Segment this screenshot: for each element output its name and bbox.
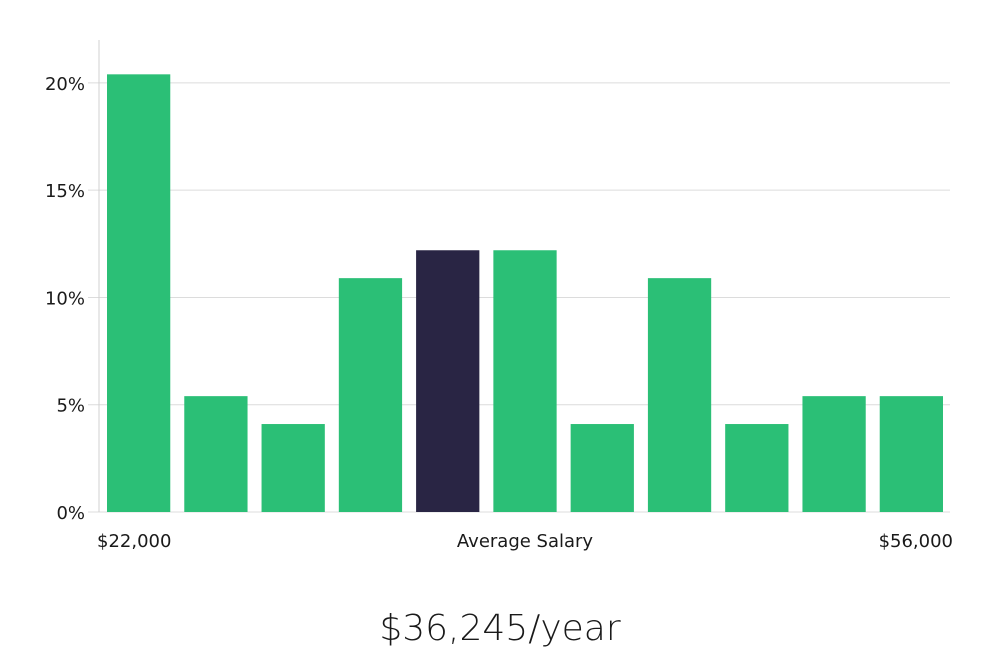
y-tick-label: 15%	[45, 181, 85, 202]
x-max-label: $56,000	[879, 531, 953, 552]
salary-histogram: 0% 5% 10% 15% 20% $22,000 Average Salary $56…	[45, 40, 953, 552]
bar	[802, 396, 866, 512]
y-tick-label: 5%	[56, 396, 85, 417]
bar	[647, 278, 712, 512]
y-tick-label: 20%	[45, 74, 85, 95]
bar	[493, 250, 557, 512]
bar	[879, 396, 943, 512]
bar	[338, 278, 403, 512]
bar	[261, 424, 325, 512]
bars-layer	[107, 74, 943, 512]
bar	[570, 424, 634, 512]
y-tick-label: 10%	[45, 288, 85, 309]
bar	[184, 396, 248, 512]
x-min-label: $22,000	[97, 531, 171, 552]
y-tick-label: 0%	[56, 503, 85, 524]
x-center-label: Average Salary	[457, 531, 594, 552]
bar	[107, 74, 171, 512]
average-salary-value: $36,245/year	[379, 608, 621, 649]
bar	[725, 424, 789, 512]
bar-average-highlight	[416, 250, 480, 512]
y-tick-labels: 0% 5% 10% 15% 20%	[45, 74, 85, 524]
